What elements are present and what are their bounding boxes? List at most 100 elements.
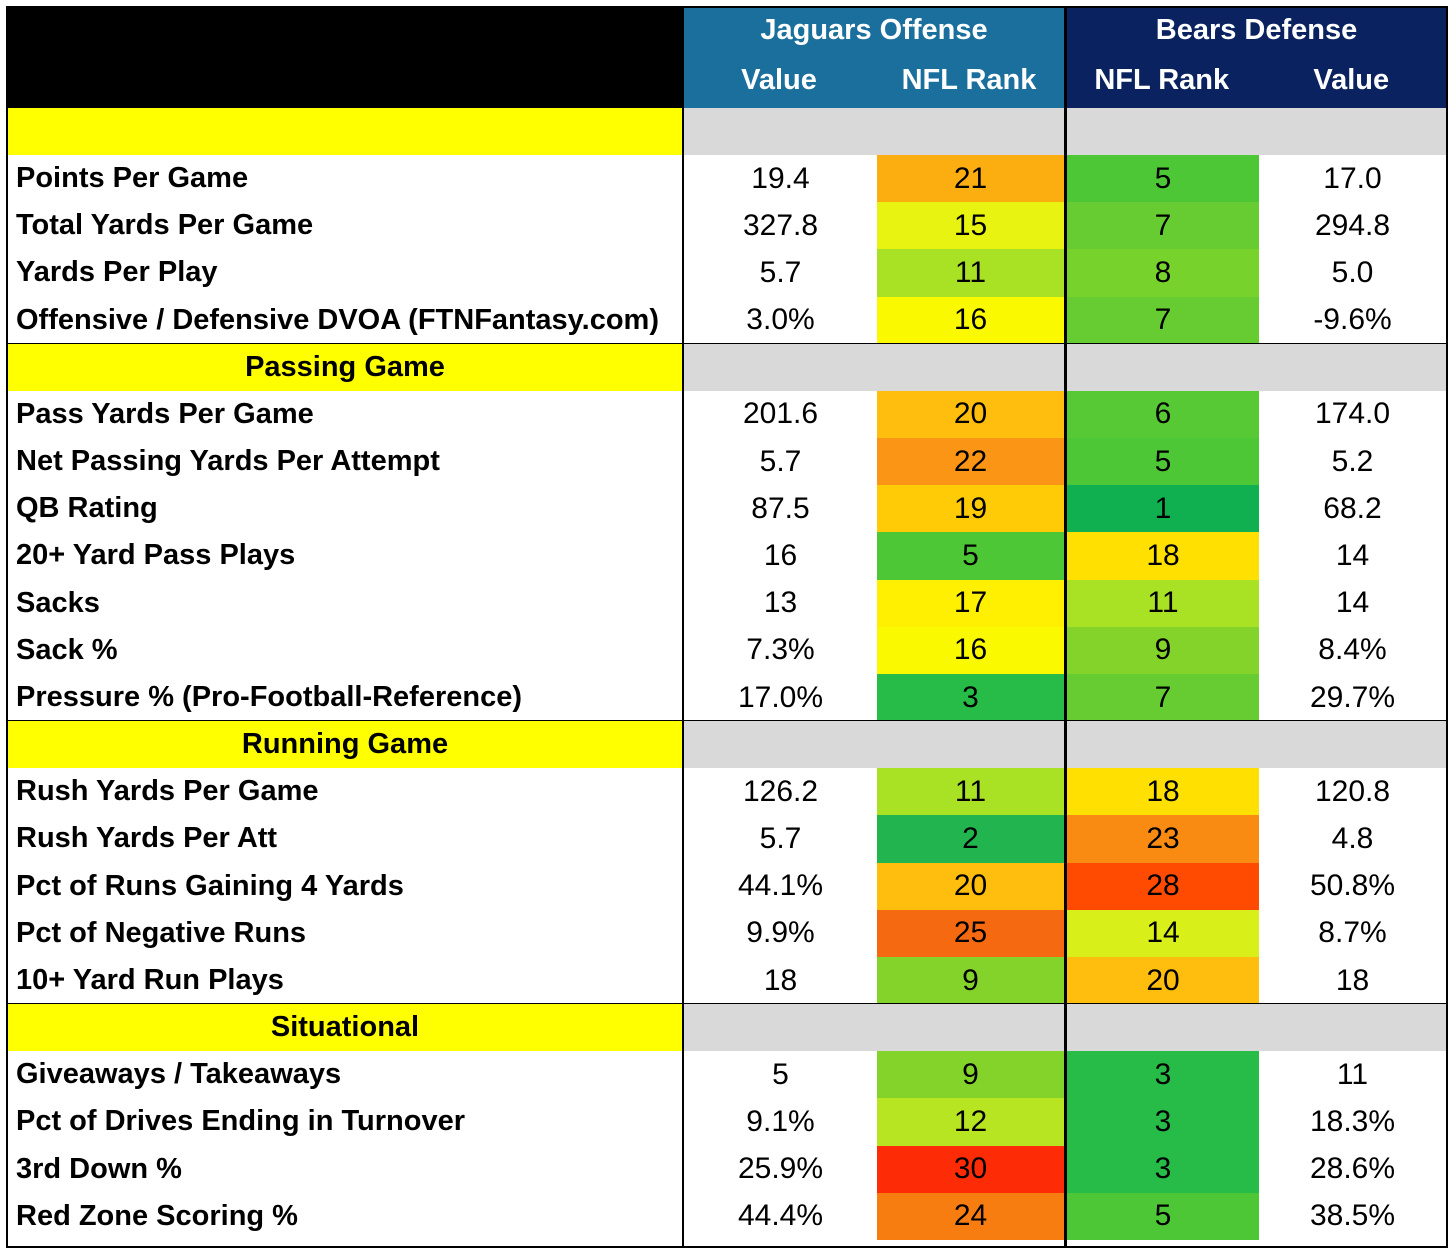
jaguars-rank-cell: 20 (877, 862, 1064, 910)
table-row: 20+ Yard Pass Plays 16 5 18 14 (8, 532, 1446, 580)
table-row: Pct of Negative Runs 9.9% 25 14 8.7% (8, 909, 1446, 957)
table-row: Giveaways / Takeaways 5 9 3 11 (8, 1051, 1446, 1099)
jaguars-rank-cell: 15 (877, 202, 1064, 250)
stat-label: Rush Yards Per Game (16, 775, 319, 808)
bears-rank-cell: 14 (1067, 909, 1259, 957)
bears-value-cell: 14 (1335, 586, 1370, 620)
table-row: Sacks 13 17 11 14 (8, 579, 1446, 627)
bears-value-cell: 38.5% (1309, 1199, 1396, 1233)
jaguars-rank-cell: 20 (877, 390, 1064, 438)
bears-rank-cell: 7 (1067, 202, 1259, 250)
stat-label: Yards Per Play (16, 256, 218, 289)
jaguars-value-cell: 17.0% (737, 680, 824, 714)
jaguars-value-cell: 19.4 (751, 161, 810, 195)
section-header-row: Passing Game (8, 343, 1446, 391)
table-row: Pressure % (Pro-Football-Reference) 17.0%… (8, 674, 1446, 722)
jaguars-rank-cell: 11 (877, 768, 1064, 816)
table-row: Rush Yards Per Att 5.7 2 23 4.8 (8, 815, 1446, 863)
table-row: Pct of Drives Ending in Turnover 9.1% 12 3 1… (8, 1098, 1446, 1146)
table-row: Rush Yards Per Game 126.2 11 18 120.8 (8, 768, 1446, 816)
bears-value-cell: 17.0 (1323, 161, 1382, 195)
bears-value-col-header: Value (1313, 64, 1390, 96)
section-header-row: Running Game (8, 721, 1446, 769)
bears-rank-cell: 9 (1067, 626, 1259, 674)
jaguars-rank-cell: 12 (877, 1098, 1064, 1146)
stat-label: 3rd Down % (16, 1152, 182, 1185)
bears-value-cell: 50.8% (1309, 869, 1396, 903)
bears-defense-header: Bears Defense NFL Rank Value (1067, 8, 1446, 108)
table-row: Pass Yards Per Game 201.6 20 6 174.0 (8, 390, 1446, 438)
jaguars-value-cell: 9.1% (746, 1104, 815, 1138)
section-title: Running Game (8, 721, 682, 769)
stat-label: Rush Yards Per Att (16, 822, 278, 855)
jaguars-value-cell: 5.7 (759, 255, 802, 289)
jaguars-rank-cell: 17 (877, 579, 1064, 627)
bears-rank-cell: 1 (1067, 485, 1259, 533)
jaguars-rank-cell: 21 (877, 155, 1064, 203)
label-column-divider (682, 8, 684, 1246)
section-title: Situational (8, 1004, 682, 1052)
jaguars-rank-cell: 2 (877, 815, 1064, 863)
bears-rank-cell: 5 (1067, 438, 1259, 486)
bears-rank-col-header: NFL Rank (1094, 64, 1230, 96)
table-row: Points Per Game 19.4 21 5 17.0 (8, 155, 1446, 203)
bears-rank-cell: 6 (1067, 390, 1259, 438)
bears-rank-cell: 18 (1067, 532, 1259, 580)
jaguars-value-cell: 87.5 (751, 491, 810, 525)
stat-label: Sacks (16, 586, 100, 619)
jaguars-rank-cell: 16 (877, 296, 1064, 344)
table-row: Sack % 7.3% 16 9 8.4% (8, 626, 1446, 674)
section-header-row: Situational (8, 1004, 1446, 1052)
bears-rank-cell: 23 (1067, 815, 1259, 863)
jaguars-rank-cell: 16 (877, 626, 1064, 674)
bears-value-cell: 174.0 (1314, 397, 1391, 431)
stat-label: Red Zone Scoring % (16, 1199, 298, 1232)
jaguars-value-cell: 9.9% (746, 916, 815, 950)
jaguars-value-cell: 13 (763, 586, 798, 620)
bears-defense-title: Bears Defense (1155, 14, 1358, 46)
bears-value-cell: -9.6% (1313, 303, 1392, 337)
jaguars-rank-cell: 30 (877, 1145, 1064, 1193)
stat-label: Points Per Game (16, 162, 249, 195)
bears-rank-cell: 5 (1067, 1192, 1259, 1240)
section-title (8, 108, 682, 155)
table-row: Offensive / Defensive DVOA (FTNFantasy.c… (8, 296, 1446, 344)
bears-rank-cell: 28 (1067, 862, 1259, 910)
jaguars-rank-cell: 22 (877, 438, 1064, 486)
jaguars-rank-cell: 11 (877, 249, 1064, 297)
bears-value-cell: 29.7% (1309, 680, 1396, 714)
bears-value-cell: 4.8 (1331, 821, 1374, 855)
jaguars-value-cell: 126.2 (742, 774, 819, 808)
section-title: Passing Game (8, 343, 682, 391)
stat-label: Offensive / Defensive DVOA (FTNFantasy.c… (16, 303, 659, 336)
jaguars-value-cell: 3.0% (746, 303, 815, 337)
stat-label: Giveaways / Takeaways (16, 1058, 342, 1091)
jaguars-rank-col-header: NFL Rank (901, 64, 1037, 96)
jaguars-value-cell: 25.9% (737, 1152, 824, 1186)
bears-rank-cell: 3 (1067, 1145, 1259, 1193)
table-row: Total Yards Per Game 327.8 15 7 294.8 (8, 202, 1446, 250)
jaguars-rank-cell: 24 (877, 1192, 1064, 1240)
bears-value-cell: 11 (1336, 1057, 1369, 1091)
bears-rank-cell: 11 (1067, 579, 1259, 627)
bears-rank-cell: 7 (1067, 674, 1259, 722)
bears-value-cell: 28.6% (1309, 1152, 1396, 1186)
stat-label: Pct of Drives Ending in Turnover (16, 1105, 466, 1138)
jaguars-value-cell: 16 (763, 538, 798, 572)
bears-rank-cell: 18 (1067, 768, 1259, 816)
team-column-divider (1064, 8, 1067, 1246)
jaguars-value-cell: 327.8 (742, 208, 819, 242)
section-header-row (8, 108, 1446, 155)
bears-value-cell: 120.8 (1314, 774, 1391, 808)
bears-value-cell: 5.2 (1331, 444, 1374, 478)
stat-label: Pct of Runs Gaining 4 Yards (16, 869, 404, 902)
jaguars-value-col-header: Value (741, 64, 817, 96)
bears-value-cell: 8.7% (1318, 916, 1387, 950)
jaguars-rank-cell: 5 (877, 532, 1064, 580)
jaguars-value-cell: 44.4% (737, 1199, 824, 1233)
table-row: QB Rating 87.5 19 1 68.2 (8, 485, 1446, 533)
stat-label: Total Yards Per Game (16, 209, 314, 242)
table-row: Net Passing Yards Per Attempt 5.7 22 5 5.2 (8, 438, 1446, 486)
bears-rank-cell: 5 (1067, 155, 1259, 203)
jaguars-offense-title: Jaguars Offense (760, 14, 988, 46)
